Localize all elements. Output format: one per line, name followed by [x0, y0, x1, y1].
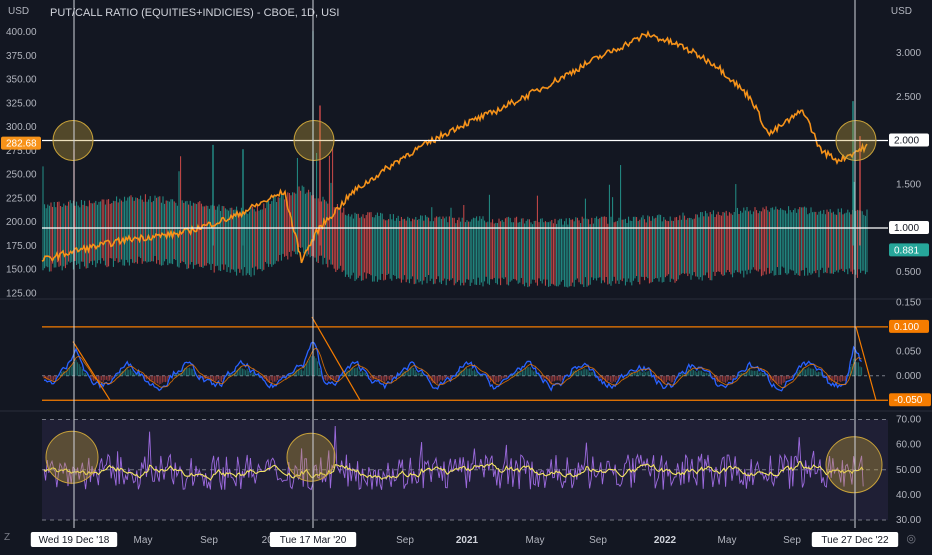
time-axis-tick-label: Sep: [396, 535, 414, 546]
pcr-last-badge-bg: [889, 243, 929, 257]
spx-last-badge: 282.68: [6, 139, 37, 150]
time-axis-tick-label: May: [718, 535, 737, 546]
highlight-circle: [835, 120, 877, 161]
chart-title: PUT/CALL RATIO (EQUITIES+INDICIES) - CBO…: [50, 7, 340, 19]
left-axis-tick-label: 175.00: [6, 241, 37, 252]
highlight-circle: [45, 430, 99, 484]
rsi-axis-tick-label: 70.00: [896, 415, 921, 426]
time-axis-tick-label: May: [134, 535, 153, 546]
left-axis-tick-label: 400.00: [6, 27, 37, 38]
right-axis-tick-label: 3.000: [896, 48, 921, 59]
rsi-axis-tick-label: 30.00: [896, 515, 921, 526]
level-badge-bg: [889, 221, 929, 234]
left-axis-tick-label: 225.00: [6, 193, 37, 204]
globe-icon[interactable]: ◎: [906, 533, 916, 545]
right-axis-tick-label: 0.500: [896, 267, 921, 278]
time-axis-tick-label: Sep: [783, 535, 801, 546]
osc-level-badge: 0.100: [894, 322, 919, 333]
left-axis-tick-label: 150.00: [6, 265, 37, 276]
rsi-ma-line: [43, 460, 864, 481]
right-axis-tick-label: 1.500: [896, 179, 921, 190]
time-axis-tick-label: 2021: [456, 535, 479, 546]
cursor-date-badge-bg: [269, 532, 357, 547]
cursor-date-badge-bg: [811, 532, 899, 547]
pcr-last-badge: 0.881: [894, 245, 919, 256]
rsi-axis-tick-label: 40.00: [896, 490, 921, 501]
highlight-circle: [52, 120, 94, 161]
time-axis-tick-label: Sep: [589, 535, 607, 546]
level-badge: 1.000: [894, 223, 919, 234]
cursor-date-badge-bg: [30, 532, 118, 547]
cursor-date-badge: Tue 17 Mar '20: [280, 535, 347, 546]
osc-axis-tick-label: 0.000: [896, 371, 921, 382]
osc-slow-line: [43, 347, 862, 389]
highlight-circle: [293, 120, 335, 161]
level-badge-bg: [889, 133, 929, 147]
highlight-circle: [825, 436, 883, 494]
osc-trend-line: [855, 326, 877, 401]
cursor-date-badge: Tue 27 Dec '22: [821, 535, 889, 546]
time-axis-tick-label: May: [526, 535, 545, 546]
osc-trend-line: [72, 341, 111, 401]
osc-axis-tick-label: 0.150: [896, 297, 921, 308]
left-axis-unit: USD: [8, 6, 30, 17]
osc-axis-tick-label: 0.050: [896, 346, 921, 357]
rsi-axis-tick-label: 50.00: [896, 465, 921, 476]
highlight-circle: [286, 432, 336, 482]
right-axis-unit: USD: [890, 6, 912, 17]
left-axis-tick-label: 375.00: [6, 51, 37, 62]
left-axis-tick-label: 275.00: [6, 146, 37, 157]
left-axis-tick-label: 250.00: [6, 170, 37, 181]
osc-level-badge: -0.050: [894, 395, 923, 406]
time-axis-tick-label: Sep: [200, 535, 218, 546]
osc-fast-line: [44, 341, 862, 392]
rsi-axis-tick-label: 60.00: [896, 440, 921, 451]
spx-price-line: [41, 30, 868, 264]
level-badge: 2.000: [894, 136, 919, 147]
time-axis-tick-label: 2022: [654, 535, 677, 546]
osc-level-badge-bg: [889, 393, 931, 407]
left-axis-tick-label: 125.00: [6, 288, 37, 299]
left-axis-tick-label: 200.00: [6, 217, 37, 228]
spx-last-badge-bg: [1, 136, 41, 150]
right-axis-tick-label: 2.500: [896, 92, 921, 103]
left-axis-tick-label: 350.00: [6, 75, 37, 86]
cursor-date-badge: Wed 19 Dec '18: [39, 535, 110, 546]
brand-logo[interactable]: Z: [4, 532, 11, 543]
rsi-line: [43, 425, 864, 491]
osc-trend-line: [311, 316, 361, 401]
left-axis-tick-label: 300.00: [6, 122, 37, 133]
left-axis-tick-label: 325.00: [6, 98, 37, 109]
osc-level-badge-bg: [889, 319, 929, 333]
